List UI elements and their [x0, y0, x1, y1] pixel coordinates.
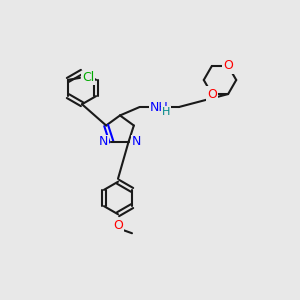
Text: O: O	[207, 88, 217, 100]
Text: Cl: Cl	[82, 71, 94, 84]
Text: H: H	[162, 107, 170, 117]
Text: N: N	[132, 135, 141, 148]
Text: O: O	[113, 219, 123, 232]
Text: O: O	[223, 59, 233, 72]
Text: NH: NH	[150, 100, 169, 113]
Text: N: N	[99, 135, 108, 148]
